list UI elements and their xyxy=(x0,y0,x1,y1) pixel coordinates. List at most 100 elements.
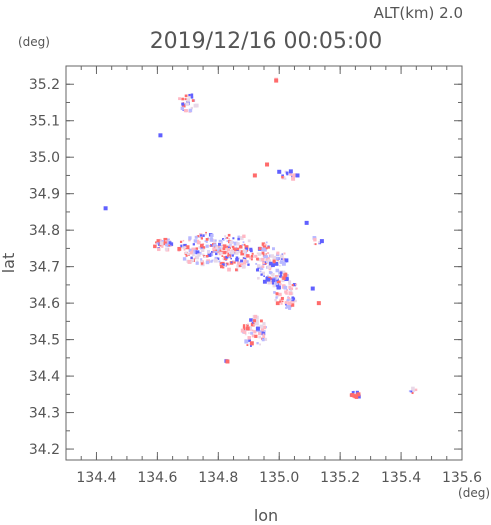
echo-cell xyxy=(216,257,220,260)
echo-cell xyxy=(156,242,159,245)
y-axis-label: lat xyxy=(0,253,18,274)
echo-cell xyxy=(288,304,292,308)
echo-cell xyxy=(265,241,268,244)
echo-cell xyxy=(233,261,236,264)
echo-cell xyxy=(182,239,185,242)
echo-cell xyxy=(197,235,200,238)
echo-cell xyxy=(193,251,196,255)
echo-cell xyxy=(261,271,265,275)
echo-cell xyxy=(157,247,161,252)
echo-cell xyxy=(240,328,245,333)
x-tick-label: 134.8 xyxy=(198,470,238,486)
echo-cell xyxy=(267,274,269,277)
echo-cell xyxy=(262,333,265,336)
echo-cell xyxy=(313,243,316,245)
echo-cell xyxy=(254,334,258,338)
echo-cell xyxy=(184,251,188,254)
echo-cell xyxy=(259,266,264,270)
echo-cell xyxy=(275,296,278,299)
echo-cell xyxy=(288,282,292,286)
echo-cell xyxy=(281,253,284,256)
echo-cell xyxy=(279,264,281,267)
echo-cell xyxy=(288,285,292,289)
echo-cell xyxy=(263,255,267,259)
echo-cell xyxy=(257,330,260,333)
echo-cell xyxy=(279,275,282,278)
echo-cell xyxy=(247,336,251,340)
echo-cell xyxy=(159,241,164,246)
echo-cell xyxy=(411,386,415,391)
echo-cell xyxy=(262,261,265,265)
echo-cell xyxy=(241,265,246,269)
echo-cell xyxy=(236,264,240,268)
echo-cell xyxy=(263,275,265,278)
echo-cell xyxy=(263,337,268,341)
echo-cell xyxy=(266,265,271,269)
echo-cell xyxy=(275,268,280,273)
y-tick-label: 34.5 xyxy=(29,333,60,349)
echo-point xyxy=(356,392,361,397)
echo-cell xyxy=(218,260,221,263)
echo-cell xyxy=(202,246,206,249)
echo-cell xyxy=(271,282,275,285)
echo-cell xyxy=(253,254,256,258)
echo-cell xyxy=(351,391,355,394)
echo-cell xyxy=(205,240,208,243)
echo-cell xyxy=(195,261,199,265)
echo-cell xyxy=(248,332,250,334)
echo-cell xyxy=(241,244,244,246)
echo-cell xyxy=(281,300,284,303)
echo-cell xyxy=(228,263,230,266)
echo-cell xyxy=(251,321,254,324)
echo-cell xyxy=(271,263,275,268)
echo-cell xyxy=(202,234,205,237)
echo-cell xyxy=(262,335,266,339)
echo-cell xyxy=(289,172,293,176)
echo-cell xyxy=(163,237,168,242)
echo-cell xyxy=(260,328,265,332)
echo-cell xyxy=(258,246,262,250)
echo-cell xyxy=(197,253,201,257)
echo-cell xyxy=(271,272,275,277)
echo-cell xyxy=(255,319,259,323)
echo-cell xyxy=(183,246,186,249)
echo-cell xyxy=(243,243,246,246)
echo-cell xyxy=(411,392,414,395)
echo-cell xyxy=(190,93,194,96)
echo-cell xyxy=(156,239,160,243)
echo-cell xyxy=(215,246,219,250)
echo-cell xyxy=(291,176,296,181)
echo-cell xyxy=(225,255,229,259)
echo-cell xyxy=(292,174,296,178)
echo-cell xyxy=(210,233,214,238)
echo-cell xyxy=(194,235,198,239)
echo-cell xyxy=(249,318,253,322)
echo-cell xyxy=(259,324,264,329)
echo-point xyxy=(295,173,300,178)
echo-cell xyxy=(214,256,218,260)
echo-cell xyxy=(281,278,285,283)
echo-cell xyxy=(247,323,249,325)
echo-cell xyxy=(159,238,162,242)
echo-cell xyxy=(211,251,213,253)
echo-cell xyxy=(195,255,198,258)
echo-cell xyxy=(290,303,295,307)
echo-cell xyxy=(276,281,280,284)
echo-cell xyxy=(183,243,187,248)
echo-cell xyxy=(286,298,290,302)
echo-cell xyxy=(222,263,225,266)
echo-cell xyxy=(261,331,266,336)
echo-cell xyxy=(226,236,229,239)
echo-cell xyxy=(275,278,279,282)
echo-cell xyxy=(250,331,254,335)
echo-cell xyxy=(227,233,231,237)
echo-cell xyxy=(190,257,195,262)
echo-cell xyxy=(248,248,251,251)
echo-cell xyxy=(230,250,235,254)
echo-cell xyxy=(240,250,244,253)
echo-cell xyxy=(218,239,223,244)
echo-cell xyxy=(168,244,170,247)
echo-cell xyxy=(188,237,191,241)
echo-cell xyxy=(273,291,276,294)
